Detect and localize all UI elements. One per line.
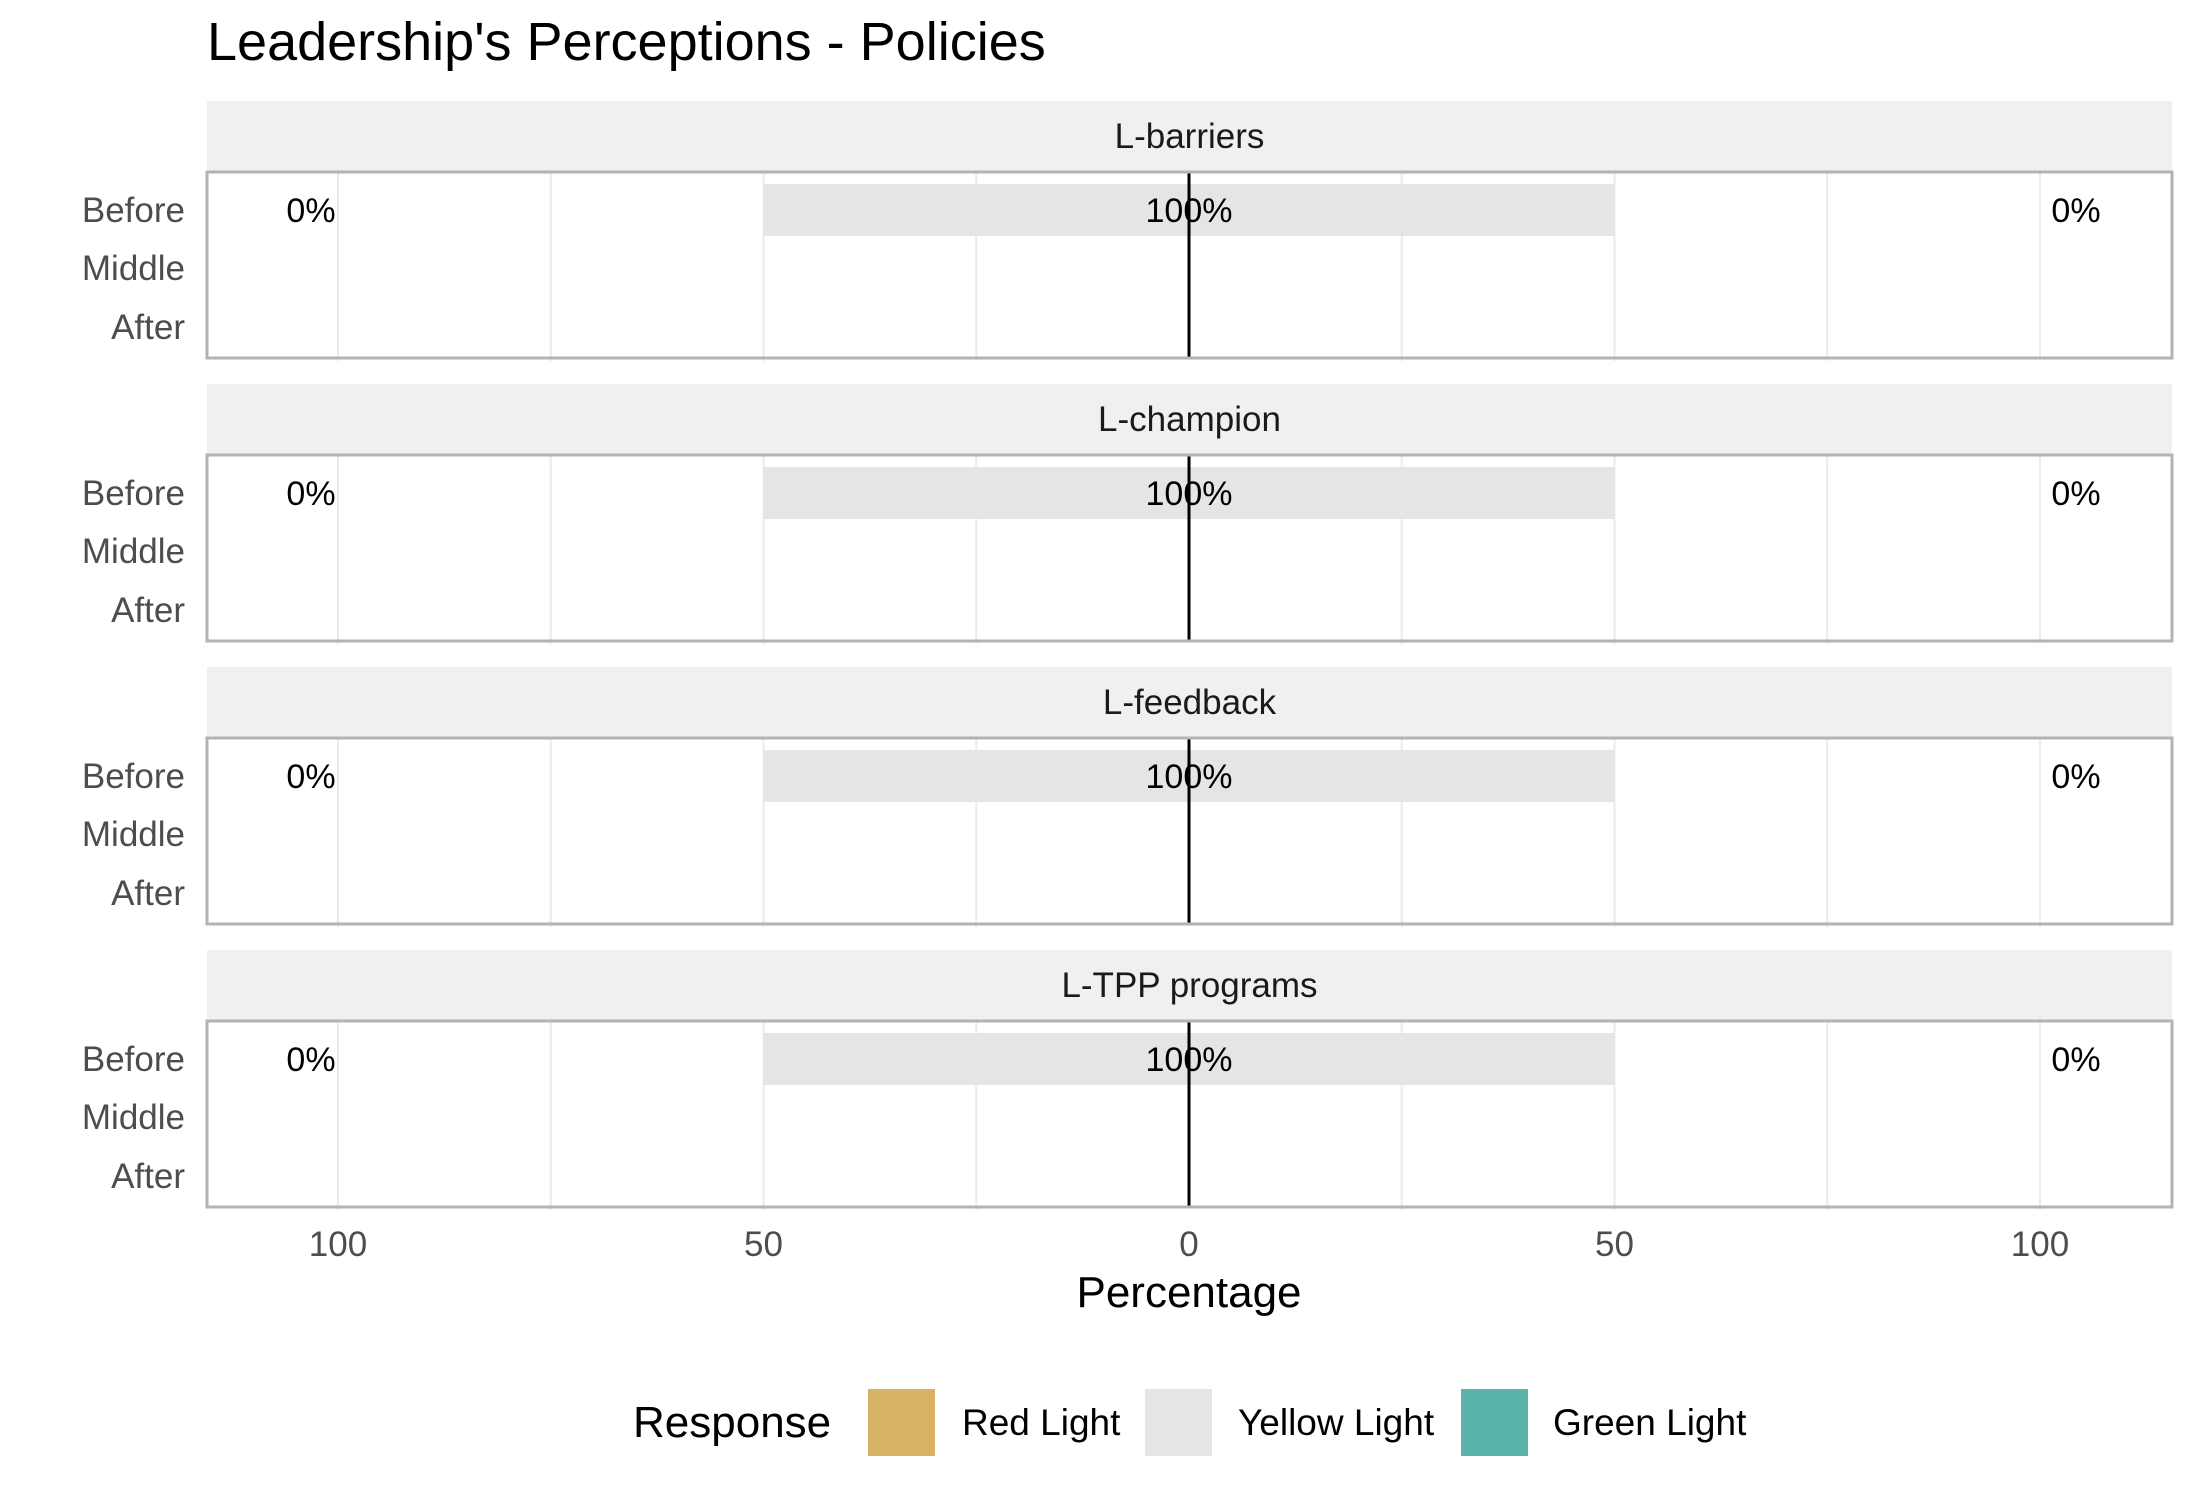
chart-title: Leadership's Perceptions - Policies bbox=[207, 12, 1046, 72]
y-tick-label: Before bbox=[82, 757, 185, 796]
y-tick-label: Middle bbox=[82, 1098, 185, 1137]
data-label-right: 0% bbox=[2051, 475, 2100, 513]
panel-border bbox=[205, 170, 2174, 360]
facet-strip-label: L-TPP programs bbox=[1061, 966, 1317, 1005]
facet-panel: L-champion 0% 100% 0% Before Middle After bbox=[82, 384, 2174, 644]
y-tick-label: Middle bbox=[82, 815, 185, 854]
legend-label: Red Light bbox=[962, 1402, 1121, 1443]
x-tick-label: 100 bbox=[309, 1225, 367, 1264]
y-tick-label: Middle bbox=[82, 249, 185, 288]
facet-strip bbox=[207, 101, 2172, 172]
y-tick-label: Before bbox=[82, 191, 185, 230]
data-label-center: 100% bbox=[1146, 192, 1233, 230]
data-label-left: 0% bbox=[286, 758, 335, 796]
legend-swatch bbox=[868, 1389, 935, 1456]
y-tick-label: Middle bbox=[82, 532, 185, 571]
x-tick-label: 0 bbox=[1179, 1225, 1198, 1264]
panel-border bbox=[205, 453, 2174, 643]
facet-panel: L-TPP programs 0% 100% 0% Before Middle After bbox=[82, 950, 2174, 1210]
y-tick-label: After bbox=[111, 1157, 185, 1196]
data-label-left: 0% bbox=[286, 475, 335, 513]
legend-label: Yellow Light bbox=[1238, 1402, 1435, 1443]
facet-strip-label: L-barriers bbox=[1115, 117, 1265, 156]
y-tick-label: Before bbox=[82, 1040, 185, 1079]
data-label-right: 0% bbox=[2051, 1041, 2100, 1079]
data-label-left: 0% bbox=[286, 192, 335, 230]
x-axis: 100 50 0 50 100 bbox=[309, 1225, 2069, 1264]
y-tick-label: After bbox=[111, 874, 185, 913]
legend-title: Response bbox=[633, 1398, 831, 1447]
y-tick-label: After bbox=[111, 591, 185, 630]
legend: Response Red Light Yellow Light Green Light bbox=[633, 1389, 1747, 1456]
facet-panel: L-feedback 0% 100% 0% Before Middle After bbox=[82, 667, 2174, 927]
data-label-right: 0% bbox=[2051, 192, 2100, 230]
legend-swatch bbox=[1145, 1389, 1212, 1456]
facet-strip-label: L-champion bbox=[1098, 400, 1281, 439]
x-tick-label: 50 bbox=[1595, 1225, 1634, 1264]
data-label-center: 100% bbox=[1146, 1041, 1233, 1079]
x-axis-title: Percentage bbox=[1076, 1268, 1301, 1317]
data-label-center: 100% bbox=[1146, 758, 1233, 796]
y-tick-label: Before bbox=[82, 474, 185, 513]
facet-strip-label: L-feedback bbox=[1103, 683, 1277, 722]
x-tick-label: 100 bbox=[2011, 1225, 2069, 1264]
facet-strip bbox=[207, 667, 2172, 738]
facet-strip bbox=[207, 950, 2172, 1021]
data-label-left: 0% bbox=[286, 1041, 335, 1079]
facet-strip bbox=[207, 384, 2172, 455]
y-tick-label: After bbox=[111, 308, 185, 347]
x-tick-label: 50 bbox=[744, 1225, 783, 1264]
data-label-right: 0% bbox=[2051, 758, 2100, 796]
panel-border bbox=[205, 1019, 2174, 1209]
panel-border bbox=[205, 736, 2174, 926]
facet-panel: L-barriers 0% 100% 0% Before Middle After bbox=[82, 101, 2174, 361]
legend-label: Green Light bbox=[1553, 1402, 1747, 1443]
data-label-center: 100% bbox=[1146, 475, 1233, 513]
legend-swatch bbox=[1461, 1389, 1528, 1456]
